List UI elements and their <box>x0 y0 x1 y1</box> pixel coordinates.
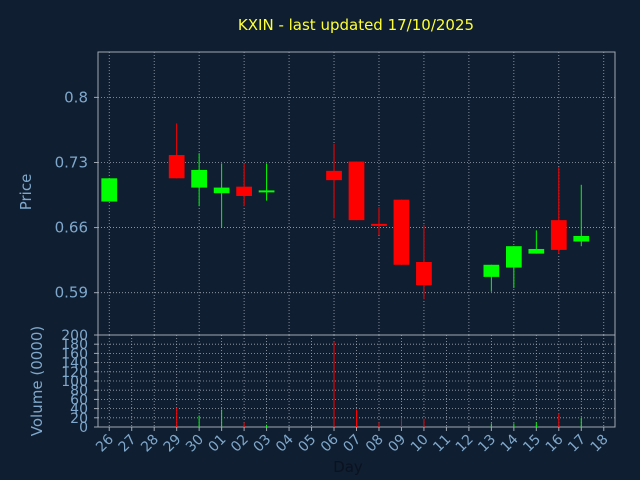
price-tick-label: 0.8 <box>64 88 88 106</box>
candle-body <box>191 169 208 188</box>
candle-body <box>416 261 432 286</box>
price-tick-label: 0.66 <box>55 219 88 237</box>
price-axis-label: Price <box>17 174 35 211</box>
volume-tick-label: 100 <box>61 374 88 390</box>
volume-tick-label: 20 <box>70 411 88 427</box>
price-tick-label: 0.59 <box>55 284 88 302</box>
candle-body <box>573 235 590 242</box>
candle-body <box>326 170 342 181</box>
candle-body <box>505 246 522 268</box>
volume-tick-label: 180 <box>61 337 88 353</box>
candle-body <box>213 187 230 194</box>
candle-body <box>371 223 387 226</box>
volume-tick-label: 40 <box>70 402 88 418</box>
candle-body <box>483 264 500 277</box>
candle-body <box>258 190 275 193</box>
volume-tick-label: 120 <box>61 365 88 381</box>
volume-axis-label: Volume (0000) <box>28 326 46 436</box>
volume-tick-label: 80 <box>70 383 88 399</box>
candle-body <box>393 199 410 265</box>
candle-body <box>236 186 252 196</box>
volume-tick-label: 160 <box>61 346 88 362</box>
candle-body <box>101 178 118 202</box>
price-tick-label: 0.73 <box>55 153 88 171</box>
x-axis-label: Day <box>333 458 363 476</box>
chart-title: KXIN - last updated 17/10/2025 <box>238 16 474 34</box>
volume-tick-label: 60 <box>70 392 88 408</box>
candle-body <box>168 155 185 179</box>
candle-body <box>550 220 567 250</box>
volume-tick-label: 140 <box>61 356 88 372</box>
volume-tick-label: 0 <box>79 420 88 436</box>
candle-body <box>528 248 545 254</box>
volume-tick-label: 200 <box>61 328 88 344</box>
candle-body <box>348 161 365 221</box>
